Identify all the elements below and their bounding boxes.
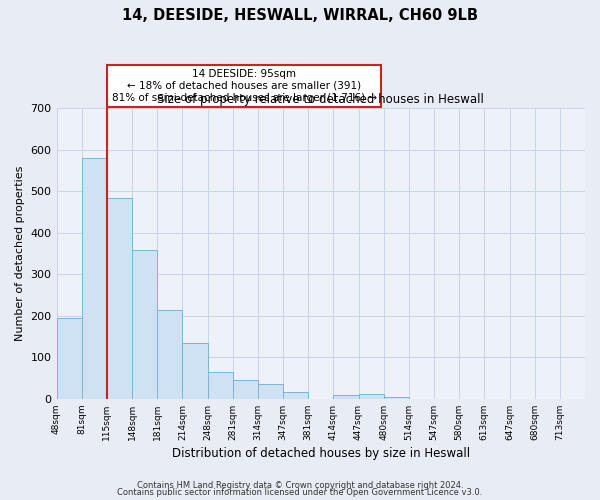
- Bar: [107, 198, 132, 399]
- Bar: [233, 380, 258, 399]
- Text: 14 DEESIDE: 95sqm
← 18% of detached houses are smaller (391)
81% of semi-detache: 14 DEESIDE: 95sqm ← 18% of detached hous…: [112, 70, 377, 102]
- Bar: [383, 396, 409, 399]
- Y-axis label: Number of detached properties: Number of detached properties: [15, 166, 25, 342]
- Bar: [182, 343, 208, 399]
- Text: Contains HM Land Registry data © Crown copyright and database right 2024.: Contains HM Land Registry data © Crown c…: [137, 480, 463, 490]
- Bar: [283, 392, 308, 399]
- Text: Contains public sector information licensed under the Open Government Licence v3: Contains public sector information licen…: [118, 488, 482, 497]
- Bar: [334, 394, 359, 399]
- Bar: [132, 250, 157, 399]
- Bar: [258, 384, 283, 399]
- Text: 14, DEESIDE, HESWALL, WIRRAL, CH60 9LB: 14, DEESIDE, HESWALL, WIRRAL, CH60 9LB: [122, 8, 478, 22]
- Bar: [56, 318, 82, 399]
- Bar: [82, 158, 107, 399]
- Title: Size of property relative to detached houses in Heswall: Size of property relative to detached ho…: [157, 93, 484, 106]
- Bar: [208, 372, 233, 399]
- Bar: [359, 394, 383, 399]
- Bar: [157, 310, 182, 399]
- X-axis label: Distribution of detached houses by size in Heswall: Distribution of detached houses by size …: [172, 447, 470, 460]
